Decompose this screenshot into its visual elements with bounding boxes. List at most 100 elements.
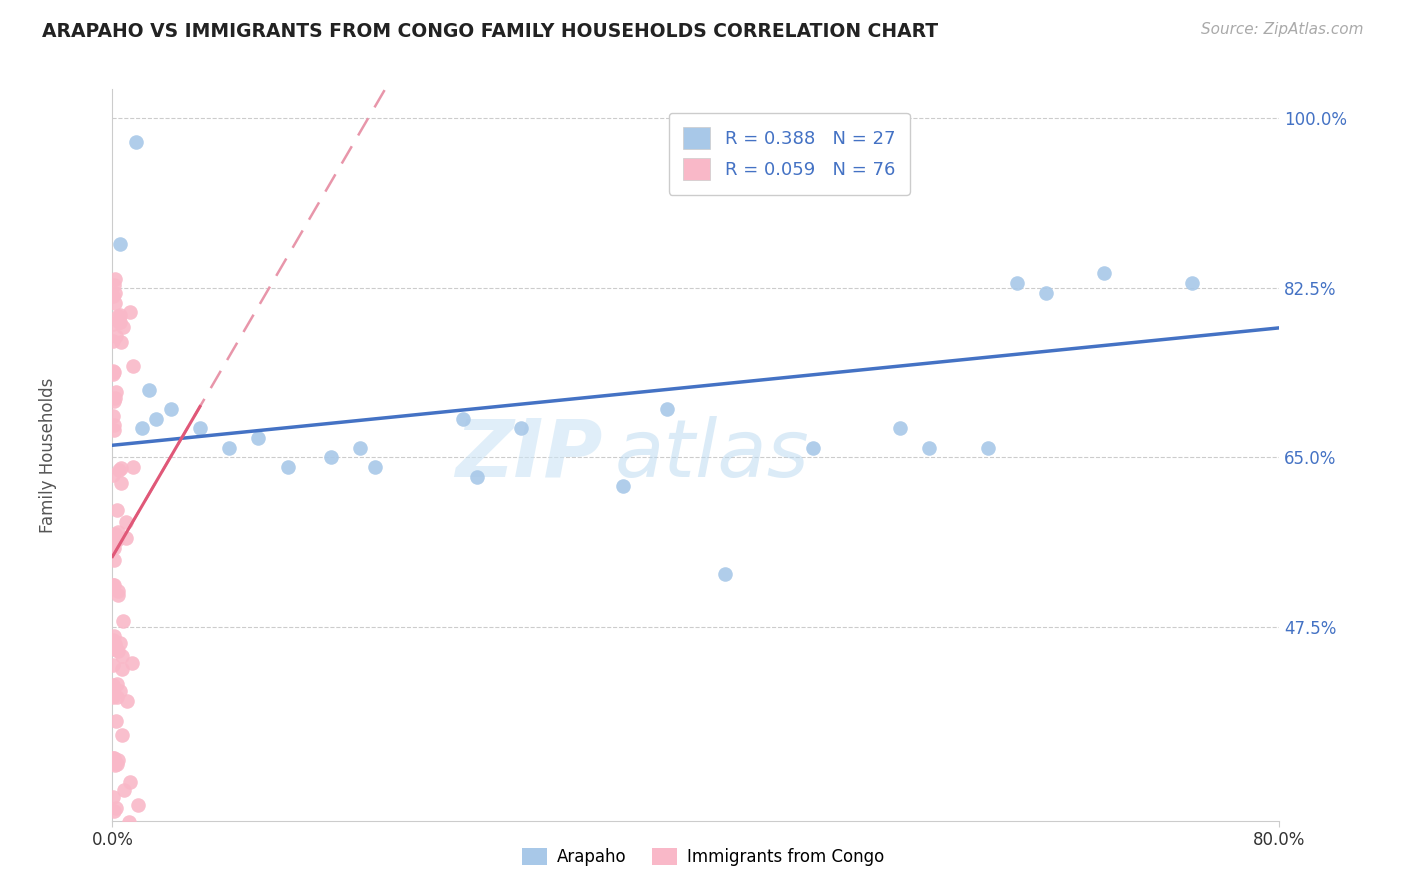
Point: [103, 539, 125, 553]
Point: [105, 503, 128, 517]
Point: [127, 797, 149, 812]
Point: [509, 421, 531, 435]
Point: [103, 334, 125, 348]
Point: [103, 393, 125, 408]
Point: [108, 237, 131, 252]
Point: [105, 714, 128, 728]
Point: [111, 662, 134, 676]
Point: [118, 305, 141, 319]
Point: [108, 308, 131, 322]
Point: [103, 690, 125, 704]
Point: [111, 320, 134, 334]
Point: [104, 272, 127, 286]
Point: [103, 277, 125, 292]
Point: [103, 541, 125, 555]
Point: [218, 441, 240, 455]
Point: [108, 315, 131, 329]
Point: [103, 364, 125, 378]
Point: [108, 684, 131, 698]
Text: Source: ZipAtlas.com: Source: ZipAtlas.com: [1201, 22, 1364, 37]
Point: [1094, 266, 1116, 280]
Point: [160, 401, 183, 416]
Point: [138, 383, 160, 397]
Point: [889, 421, 911, 435]
Point: [103, 658, 125, 673]
Point: [104, 757, 127, 772]
Point: [104, 296, 127, 310]
Point: [364, 460, 387, 475]
Point: [976, 441, 998, 455]
Point: [103, 641, 125, 656]
Point: [110, 475, 132, 490]
Point: [117, 694, 139, 708]
Point: [612, 479, 634, 493]
Point: [104, 391, 127, 405]
Point: [103, 317, 125, 331]
Point: [451, 411, 474, 425]
Point: [103, 553, 125, 567]
Point: [103, 365, 125, 379]
Point: [118, 775, 141, 789]
Point: [115, 516, 138, 530]
Point: [188, 421, 211, 435]
Point: [321, 450, 343, 465]
Point: [111, 728, 134, 742]
Point: [111, 649, 134, 664]
Point: [104, 527, 127, 541]
Point: [247, 431, 270, 445]
Legend: R = 0.388   N = 27, R = 0.059   N = 76: R = 0.388 N = 27, R = 0.059 N = 76: [669, 113, 910, 194]
Point: [105, 756, 128, 771]
Point: [918, 441, 941, 455]
Point: [107, 524, 129, 539]
Point: [103, 468, 125, 483]
Point: [714, 566, 737, 581]
Point: [104, 640, 127, 654]
Point: [103, 409, 125, 423]
Point: [103, 536, 125, 550]
Point: [1035, 285, 1057, 300]
Point: [105, 801, 128, 815]
Point: [103, 751, 125, 765]
Point: [108, 315, 131, 329]
Point: [107, 309, 129, 323]
Point: [103, 751, 125, 765]
Point: [131, 421, 153, 435]
Point: [105, 690, 128, 705]
Point: [122, 460, 145, 475]
Point: [125, 136, 148, 150]
Text: ZIP: ZIP: [456, 416, 603, 494]
Point: [111, 614, 134, 628]
Point: [121, 359, 143, 373]
Point: [103, 789, 125, 804]
Point: [103, 629, 125, 643]
Point: [121, 656, 143, 670]
Point: [104, 328, 127, 343]
Point: [105, 677, 128, 691]
Point: [107, 588, 129, 602]
Point: [114, 532, 136, 546]
Point: [104, 637, 127, 651]
Point: [110, 334, 132, 349]
Point: [1005, 276, 1028, 290]
Point: [105, 533, 128, 547]
Point: [103, 288, 125, 302]
Point: [801, 441, 824, 455]
Point: [103, 804, 125, 818]
Text: ARAPAHO VS IMMIGRANTS FROM CONGO FAMILY HOUSEHOLDS CORRELATION CHART: ARAPAHO VS IMMIGRANTS FROM CONGO FAMILY …: [42, 22, 938, 41]
Point: [107, 753, 129, 767]
Point: [104, 385, 127, 400]
Legend: Arapaho, Immigrants from Congo: Arapaho, Immigrants from Congo: [513, 840, 893, 875]
Point: [103, 578, 125, 592]
Point: [110, 461, 132, 475]
Point: [107, 644, 129, 658]
Point: [103, 367, 125, 381]
Point: [465, 469, 488, 483]
Point: [107, 583, 129, 598]
Point: [276, 460, 298, 475]
Point: [655, 401, 678, 416]
Point: [108, 462, 131, 476]
Point: [103, 632, 125, 647]
Point: [349, 441, 371, 455]
Point: [118, 814, 141, 829]
Point: [104, 285, 127, 300]
